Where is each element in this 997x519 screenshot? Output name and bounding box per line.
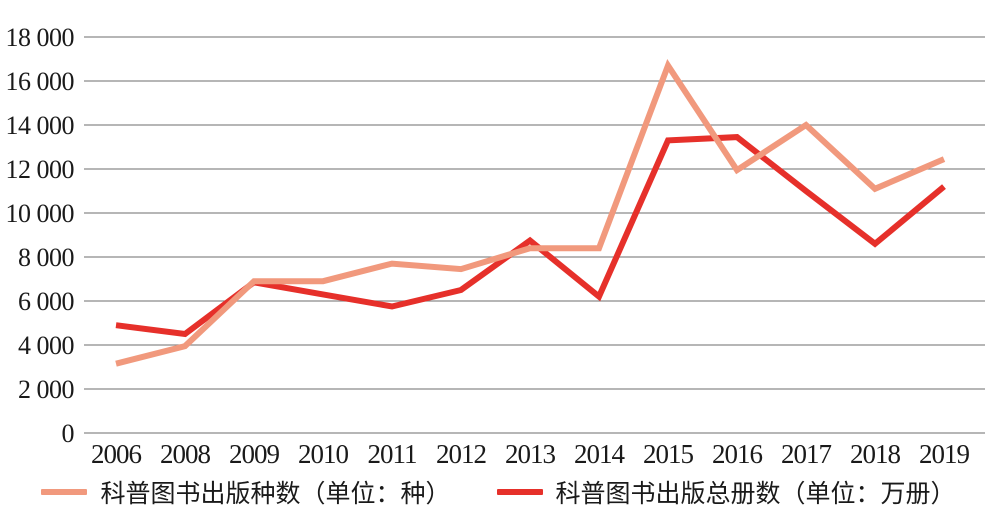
legend-item-copies: 科普图书出版总册数（单位：万册） [496, 474, 956, 510]
legend-swatch-kinds-line [41, 489, 88, 495]
y-axis-tick-label: 14 000 [6, 111, 75, 140]
legend-label-copies: 科普图书出版总册数（单位：万册） [555, 481, 956, 508]
x-axis-tick-label: 2011 [368, 439, 417, 469]
legend-swatch-copies-line [496, 489, 543, 495]
x-axis-tick-label: 2012 [436, 439, 487, 469]
x-axis-tick-label: 2009 [229, 439, 280, 469]
series-line-1 [115, 134, 946, 338]
y-axis-tick-label: 12 000 [6, 155, 75, 184]
x-axis-tick-label: 2006 [91, 439, 142, 469]
y-axis-tick-label: 8 000 [18, 243, 75, 272]
x-axis-tick-label: 2019 [919, 439, 970, 469]
chart-legend: 科普图书出版种数（单位：种） 科普图书出版总册数（单位：万册） [0, 472, 997, 512]
line-chart-canvas: 0 2 000 4 000 6 000 8 000 10 000 12 000 14 000 1… [6, 23, 985, 469]
x-axis-tick-label: 2016 [712, 439, 763, 469]
x-axis-tick-label: 2013 [505, 439, 556, 469]
x-axis-tick-label: 2015 [643, 439, 694, 469]
y-axis-tick-label: 16 000 [6, 67, 75, 96]
x-axis-tick-label: 2014 [574, 439, 626, 469]
y-axis-tick-label: 6 000 [18, 287, 75, 316]
x-axis-tick-label: 2017 [781, 439, 832, 469]
y-axis-tick-label: 18 000 [6, 23, 75, 52]
x-axis-tick-label: 2018 [850, 439, 901, 469]
legend-item-kinds: 科普图书出版种数（单位：种） [41, 474, 451, 510]
legend-label-kinds: 科普图书出版种数（单位：种） [100, 481, 451, 508]
series-line-0 [115, 59, 946, 367]
x-axis-tick-label: 2008 [160, 439, 211, 469]
y-axis-tick-label: 0 [62, 419, 75, 448]
y-axis-tick-label: 10 000 [6, 199, 75, 228]
x-axis-tick-label: 2010 [298, 439, 349, 469]
y-axis-tick-label: 2 000 [18, 375, 75, 404]
y-axis-tick-label: 4 000 [18, 331, 75, 360]
